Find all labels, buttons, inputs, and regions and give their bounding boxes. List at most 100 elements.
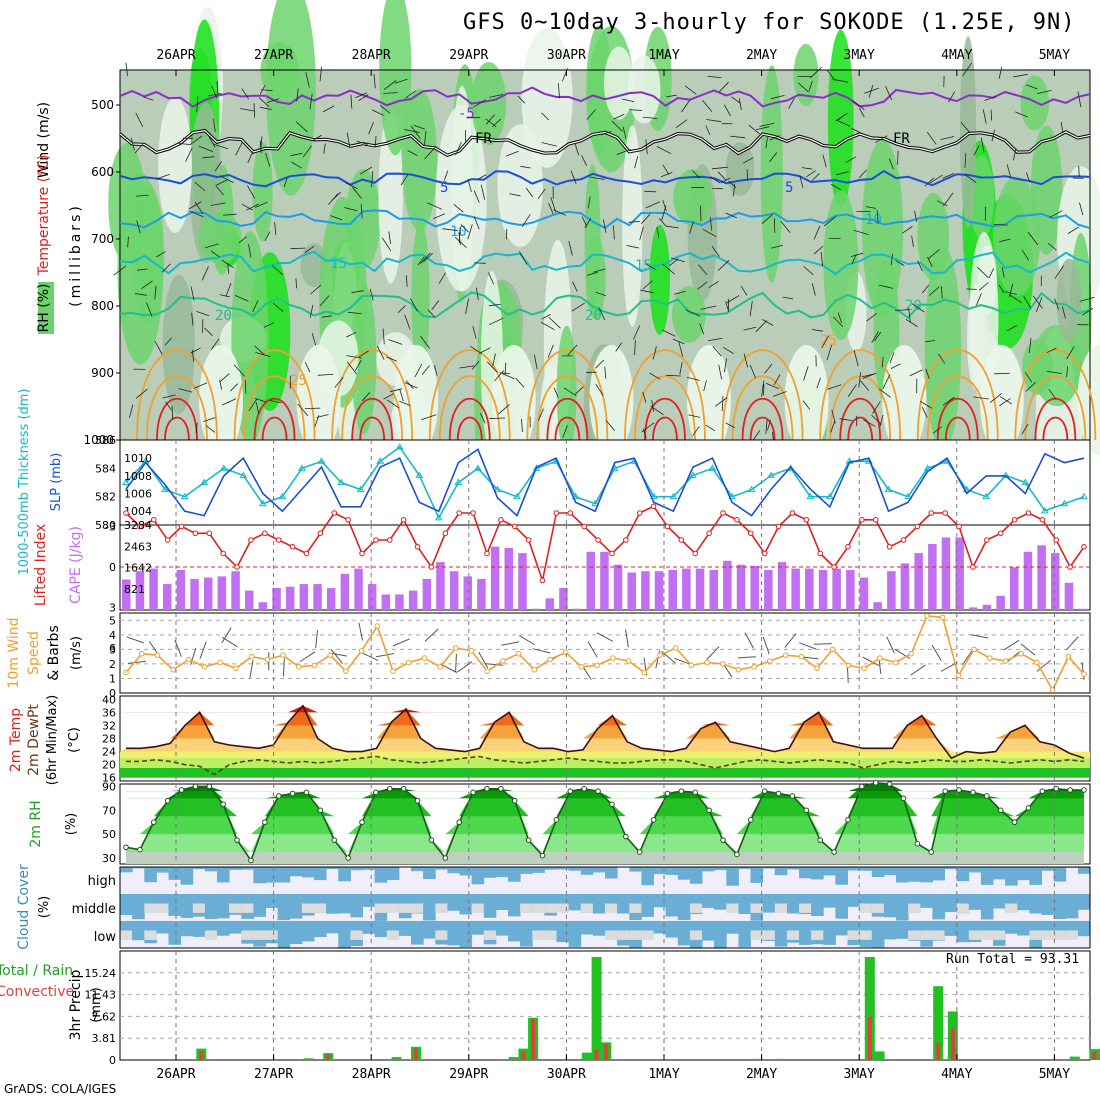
- panel-frame: [119, 950, 1091, 1061]
- cloud-cover-cell: [944, 867, 958, 870]
- wind-barb: [1062, 306, 1066, 319]
- wind-barb: [931, 644, 942, 661]
- cape-bar: [723, 560, 732, 610]
- data-point: [892, 659, 899, 666]
- y-tick-label: 11.43: [85, 989, 117, 1002]
- wind-barb: [850, 252, 864, 257]
- wind-barb: [862, 373, 876, 379]
- contour-label: FR: [475, 131, 492, 147]
- wind-barb: [999, 396, 1013, 405]
- data-point: [434, 513, 443, 521]
- wind-barb: [988, 268, 995, 279]
- data-point: [678, 788, 685, 794]
- wind-barb: [924, 177, 935, 187]
- data-point: [571, 492, 580, 500]
- warm-surface-contour: [731, 375, 794, 441]
- data-point: [817, 837, 824, 843]
- cape-bar: [600, 551, 609, 610]
- wind-barb: [885, 86, 893, 101]
- data-point: [454, 478, 463, 485]
- wind-barb: [1081, 307, 1094, 316]
- wind-barb: [639, 226, 644, 241]
- y-tick-label: 70: [102, 804, 116, 817]
- cloud-cover-cell: [968, 894, 982, 910]
- cape-bar: [163, 584, 172, 610]
- wind-barb: [643, 190, 657, 193]
- data-point: [641, 669, 648, 676]
- cloud-cover-cell: [944, 894, 958, 913]
- cape-bar: [190, 578, 199, 610]
- date-label: 28APR: [351, 48, 391, 63]
- cape-bar: [176, 569, 186, 610]
- wind-barb: [201, 266, 209, 281]
- wind-barb: [993, 224, 1008, 226]
- run-total-label: Run Total = 93.31: [946, 952, 1080, 967]
- data-point: [859, 516, 865, 523]
- cloud-cover-cell: [556, 867, 570, 870]
- wind-barb: [130, 137, 135, 151]
- wind-barb: [1025, 172, 1031, 183]
- wind-barb: [765, 382, 779, 389]
- data-point: [1001, 471, 1010, 478]
- cloud-cover-cell: [665, 894, 679, 917]
- wind-barb: [587, 641, 598, 658]
- wind-barb: [692, 170, 701, 179]
- wind-barb: [304, 245, 315, 254]
- wind-barb: [1013, 148, 1017, 161]
- rh-color-key: [38, 282, 54, 334]
- wind-barb: [473, 216, 480, 230]
- rh-shading-blob: [198, 211, 242, 264]
- cloud-cover-cell: [386, 867, 400, 880]
- data-point: [376, 457, 385, 464]
- cloud-gap-cell: [1041, 930, 1055, 940]
- wind-barb: [711, 166, 728, 170]
- cape-bar: [408, 590, 418, 610]
- wind-barb: [221, 398, 237, 406]
- data-point: [636, 849, 643, 855]
- rh-shading-blob: [556, 325, 577, 455]
- data-point: [1060, 499, 1069, 507]
- data-point: [164, 537, 171, 543]
- cloud-cover-cell: [835, 921, 848, 936]
- cloud-cover-cell: [495, 867, 509, 878]
- wind-barb: [761, 380, 765, 397]
- cloud-cover-cell: [423, 921, 436, 939]
- cloud-cover-cell: [362, 894, 376, 907]
- data-point: [735, 666, 742, 673]
- wind-barb: [660, 172, 673, 178]
- wind-barb: [199, 641, 207, 659]
- data-point: [845, 817, 851, 823]
- data-point: [220, 550, 226, 557]
- wind-barb: [171, 405, 174, 420]
- data-point: [484, 668, 491, 674]
- wind-barb: [330, 215, 343, 221]
- wind-barb: [948, 91, 956, 103]
- wind-barb: [381, 237, 392, 252]
- wind-barb: [196, 96, 199, 113]
- wind-barb: [319, 67, 322, 82]
- dry-surface-blob: [882, 345, 927, 455]
- cape-bar: [586, 551, 595, 610]
- cloud-cover-cell: [217, 894, 230, 919]
- cloud-cover-cell: [859, 867, 873, 871]
- data-point: [539, 577, 546, 584]
- data-point: [1025, 805, 1032, 811]
- wind-axis-label: 10m Wind: [6, 617, 22, 688]
- cloud-cover-cell: [326, 867, 339, 870]
- wind-barb: [928, 286, 940, 296]
- data-point: [374, 623, 381, 629]
- rh-shading-blob: [622, 125, 643, 327]
- precip-convective-bar: [531, 1018, 536, 1060]
- warm-surface-contour: [233, 349, 316, 441]
- wind-barb: [642, 116, 658, 119]
- cloud-cover-cell: [823, 921, 836, 945]
- data-point: [275, 537, 282, 543]
- cloud-gap-cell: [398, 903, 412, 913]
- cloud-gap-cell: [908, 930, 921, 940]
- cape-bar: [422, 578, 432, 610]
- warm-surface-contour: [428, 349, 511, 441]
- cloud-cover-cell: [738, 894, 751, 914]
- data-point: [217, 659, 224, 666]
- cloud-cover-cell: [1017, 894, 1030, 911]
- wind-barb: [803, 266, 814, 276]
